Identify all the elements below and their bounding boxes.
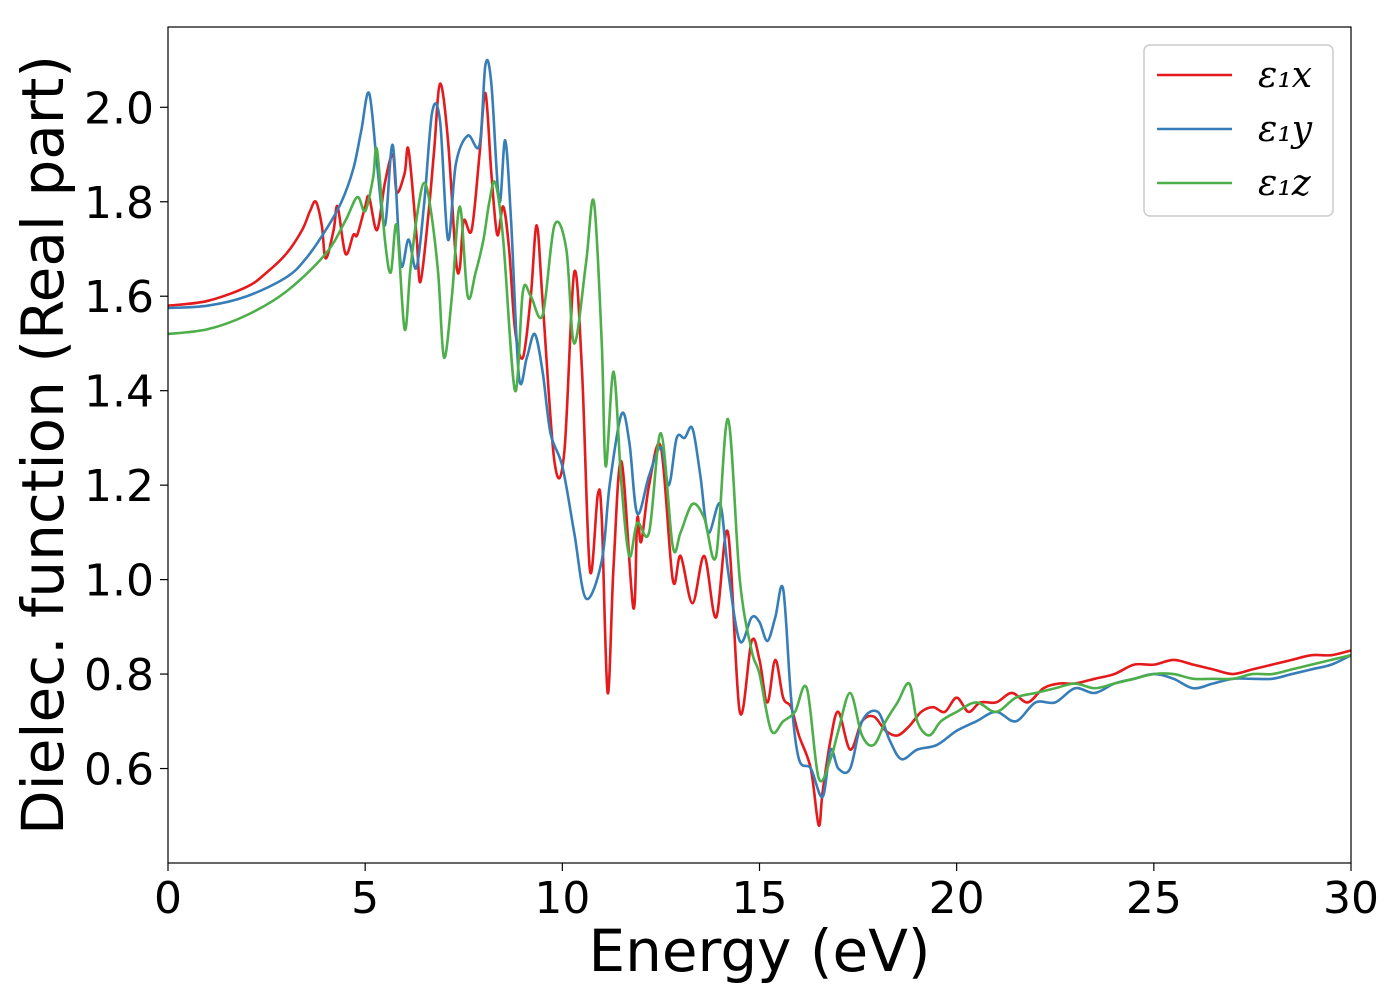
legend-label-1: ε₁x bbox=[1258, 55, 1312, 96]
x-axis: 0 5 10 15 20 25 30 bbox=[154, 863, 1379, 924]
y-tick-label: 0.6 bbox=[84, 745, 154, 796]
series-layer bbox=[168, 58, 1351, 827]
y-tick-label: 2.0 bbox=[84, 83, 154, 134]
x-tick-label: 15 bbox=[732, 873, 788, 924]
x-tick-label: 25 bbox=[1126, 873, 1182, 924]
y-tick-label: 1.6 bbox=[84, 272, 154, 323]
legend-label-2: ε₁y bbox=[1258, 109, 1313, 150]
series-line-3 bbox=[168, 146, 1351, 783]
y-tick-label: 0.8 bbox=[84, 650, 154, 701]
x-tick-label: 20 bbox=[929, 873, 985, 924]
legend-box bbox=[1143, 44, 1334, 217]
legend: ε₁x ε₁y ε₁z bbox=[1143, 44, 1334, 217]
series-line-2 bbox=[168, 58, 1351, 799]
y-tick-label: 1.4 bbox=[84, 367, 154, 418]
y-tick-label: 1.8 bbox=[84, 178, 154, 229]
y-axis: 0.6 0.8 1.0 1.2 1.4 1.6 1.8 2.0 bbox=[84, 83, 168, 796]
y-tick-label: 1.2 bbox=[84, 461, 154, 512]
x-tick-label: 0 bbox=[154, 873, 182, 924]
x-tick-label: 30 bbox=[1323, 873, 1379, 924]
y-tick-label: 1.0 bbox=[84, 556, 154, 607]
legend-items: ε₁x ε₁y ε₁z bbox=[1157, 55, 1313, 204]
x-tick-label: 10 bbox=[534, 873, 590, 924]
legend-label-3: ε₁z bbox=[1258, 163, 1312, 204]
x-tick-label: 5 bbox=[351, 873, 379, 924]
y-axis-title: Dielec. function (Real part) bbox=[9, 55, 77, 835]
x-axis-title: Energy (eV) bbox=[588, 917, 930, 985]
